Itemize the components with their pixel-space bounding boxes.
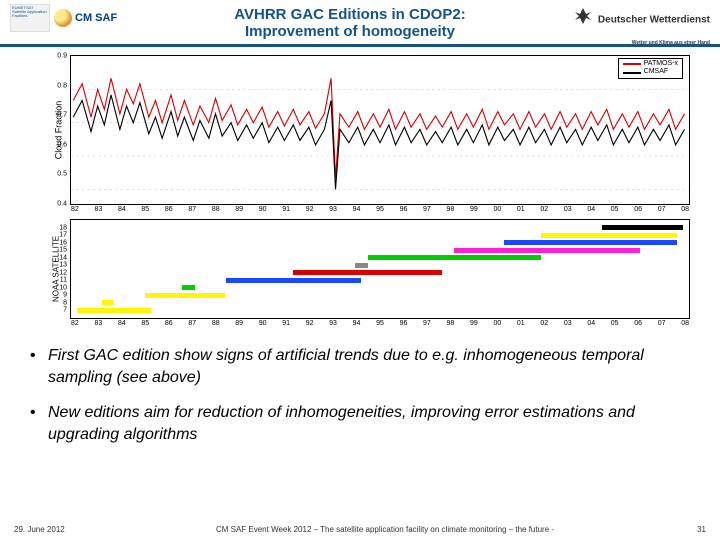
xtick: 07 bbox=[658, 320, 666, 327]
xtick: 84 bbox=[118, 320, 126, 327]
legend-swatch bbox=[623, 63, 641, 65]
chart-area: Cloud Fraction 0.40.50.60.70.80.9 PATMOS… bbox=[70, 55, 690, 327]
dwd-name: Deutscher Wetterdienst bbox=[598, 15, 710, 26]
satellite-bar bbox=[602, 225, 682, 230]
xtick: 95 bbox=[376, 320, 384, 327]
xtick: 82 bbox=[71, 320, 79, 327]
ytick: 18 bbox=[59, 224, 67, 231]
footer-center: CM SAF Event Week 2012 – The satellite a… bbox=[104, 525, 666, 534]
bars-layer bbox=[71, 220, 689, 318]
eumetsat-logo: EUMETSATSatellite ApplicationFacilities bbox=[10, 4, 50, 32]
satellite-bar bbox=[293, 270, 441, 275]
xtick: 02 bbox=[540, 320, 548, 327]
cmsaf-text: CM SAF bbox=[75, 12, 117, 24]
legend-label: CMSAF bbox=[644, 68, 669, 76]
ytick: 10 bbox=[59, 284, 67, 291]
satellite-bar bbox=[541, 233, 677, 238]
title-line-2: Improvement of homogeneity bbox=[140, 23, 560, 40]
ytick: 8 bbox=[63, 299, 67, 306]
xtick: 99 bbox=[470, 320, 478, 327]
ytick: 17 bbox=[59, 232, 67, 239]
timeseries-svg bbox=[71, 56, 689, 223]
ytick: 0.7 bbox=[57, 112, 67, 119]
xtick: 06 bbox=[634, 320, 642, 327]
ytick: 9 bbox=[63, 292, 67, 299]
satellite-bar bbox=[454, 248, 639, 253]
dwd-eagle-icon bbox=[573, 6, 593, 31]
xtick: 93 bbox=[329, 320, 337, 327]
xtick: 85 bbox=[141, 320, 149, 327]
xtick: 87 bbox=[188, 320, 196, 327]
ytick: 0.4 bbox=[57, 201, 67, 208]
satellite-bar bbox=[368, 255, 541, 260]
xtick: 91 bbox=[282, 320, 290, 327]
globe-icon bbox=[54, 9, 72, 27]
ytick: 14 bbox=[59, 254, 67, 261]
footer-date: 29. June 2012 bbox=[14, 525, 104, 534]
ytick: 0.6 bbox=[57, 141, 67, 148]
ytick: 0.5 bbox=[57, 171, 67, 178]
yticks-top: 0.40.50.60.70.80.9 bbox=[49, 56, 69, 204]
ytick: 0.9 bbox=[57, 53, 67, 60]
bullet-1: First GAC edition show signs of artifici… bbox=[30, 345, 690, 388]
xtick: 96 bbox=[400, 320, 408, 327]
legend-swatch bbox=[623, 72, 641, 74]
satellite-bar bbox=[145, 293, 225, 298]
xtick: 04 bbox=[587, 320, 595, 327]
header: EUMETSATSatellite ApplicationFacilities … bbox=[0, 0, 720, 42]
ytick: 16 bbox=[59, 239, 67, 246]
satellite-bar bbox=[77, 308, 151, 313]
dwd-tagline: Wetter und Klima aus einer Hand bbox=[632, 40, 710, 46]
xticks-bot: 82 83 84 85 86 87 88 89 90 91 92 93 94 95 96 97 98 99 00 01… bbox=[70, 320, 690, 327]
xtick: 00 bbox=[493, 320, 501, 327]
cmsaf-logo: CM SAF bbox=[54, 9, 117, 27]
legend: PATMOS-xCMSAF bbox=[618, 58, 683, 79]
ytick: 7 bbox=[63, 307, 67, 314]
ytick: 12 bbox=[59, 269, 67, 276]
xtick: 88 bbox=[212, 320, 220, 327]
footer: 29. June 2012 CM SAF Event Week 2012 – T… bbox=[0, 525, 720, 534]
xtick: 08 bbox=[681, 320, 689, 327]
xtick: 05 bbox=[611, 320, 619, 327]
satellite-bar bbox=[226, 278, 362, 283]
ytick: 13 bbox=[59, 262, 67, 269]
ytick: 15 bbox=[59, 247, 67, 254]
xtick: 01 bbox=[517, 320, 525, 327]
bullet-2: New editions aim for reduction of inhomo… bbox=[30, 402, 690, 445]
satellite-bar bbox=[504, 240, 677, 245]
xtick: 94 bbox=[353, 320, 361, 327]
satellite-bar bbox=[182, 285, 194, 290]
logo-left: EUMETSATSatellite ApplicationFacilities … bbox=[10, 4, 140, 32]
yticks-bot: 789101112131415161718 bbox=[53, 220, 69, 318]
bullet-list: First GAC edition show signs of artifici… bbox=[0, 335, 720, 445]
cmsaf-line bbox=[73, 95, 684, 189]
xtick: 90 bbox=[259, 320, 267, 327]
title-line-1: AVHRR GAC Editions in CDOP2: bbox=[140, 6, 560, 23]
legend-row: PATMOS-x bbox=[623, 60, 678, 68]
xtick: 86 bbox=[165, 320, 173, 327]
xtick: 89 bbox=[235, 320, 243, 327]
logo-right: Deutscher Wetterdienst Wetter und Klima … bbox=[560, 4, 710, 49]
xtick: 03 bbox=[564, 320, 572, 327]
title-block: AVHRR GAC Editions in CDOP2: Improvement… bbox=[140, 4, 560, 40]
footer-page: 31 bbox=[666, 525, 706, 534]
xtick: 92 bbox=[306, 320, 314, 327]
legend-row: CMSAF bbox=[623, 68, 678, 76]
legend-label: PATMOS-x bbox=[644, 60, 678, 68]
ytick: 0.8 bbox=[57, 82, 67, 89]
ytick: 11 bbox=[60, 277, 67, 284]
xtick: 98 bbox=[447, 320, 455, 327]
xtick: 97 bbox=[423, 320, 431, 327]
cloud-fraction-chart: Cloud Fraction 0.40.50.60.70.80.9 PATMOS… bbox=[70, 55, 690, 205]
satellite-bar bbox=[102, 300, 114, 305]
gridlines bbox=[71, 89, 689, 189]
satellite-bar bbox=[355, 263, 367, 268]
satellite-timeline-chart: NOAA SATELLITE 789101112131415161718 bbox=[70, 219, 690, 319]
xtick: 83 bbox=[94, 320, 102, 327]
